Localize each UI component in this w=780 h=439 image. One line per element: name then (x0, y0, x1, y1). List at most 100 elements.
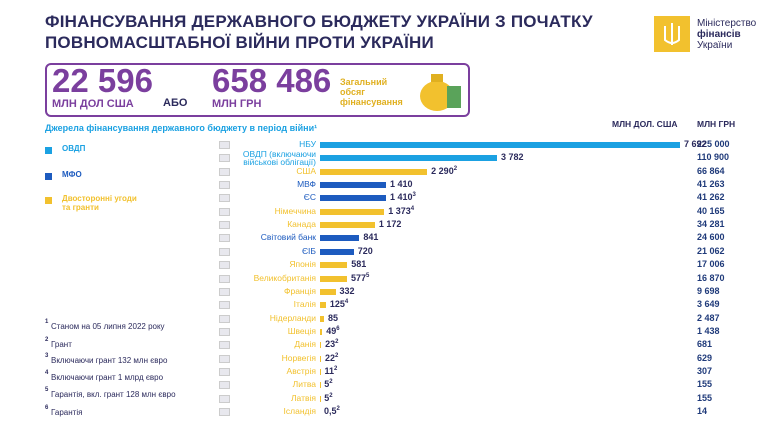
uah-value: 155 (697, 379, 713, 390)
footnote-text: Грант (51, 340, 72, 349)
category-label: Ісландія (283, 406, 316, 416)
footnote-ref: 2 (334, 365, 338, 372)
category-label: Великобританія (253, 272, 316, 283)
value-text: 1 373 (388, 205, 411, 216)
category-label: Данія (294, 339, 316, 350)
flag (219, 381, 230, 390)
flag (219, 287, 230, 296)
uah-value: 17 006 (697, 259, 725, 270)
money-icon (420, 74, 461, 111)
category-label: ЄС (303, 192, 316, 203)
value-label: 0,52 (324, 406, 340, 416)
uah-value: 66 864 (697, 165, 725, 176)
category-label: Швеція (287, 325, 316, 336)
category-label: Німеччина (274, 205, 316, 216)
subtitle: Джерела фінансування державного бюджету … (45, 123, 318, 133)
category-label: Норвегія (281, 352, 316, 363)
footnote-ref: 2 (336, 406, 340, 412)
footnote-mark: 2 (45, 337, 49, 343)
category-label: Франція (284, 285, 316, 296)
uah-value: 9 698 (697, 285, 720, 296)
value-label: 85 (327, 312, 338, 323)
bar (320, 142, 680, 148)
flag (219, 367, 230, 376)
legend-swatch (45, 173, 52, 180)
uah-value: 155 (697, 392, 713, 403)
flag (219, 221, 230, 230)
bar (320, 155, 497, 162)
bar (320, 275, 347, 282)
value-label: 1 3734 (388, 206, 414, 216)
category-label: Литва (292, 379, 316, 390)
uah-value: 41 263 (697, 179, 725, 190)
uah-value: 225 000 (697, 139, 730, 149)
footnote-text: Гарантія, вкл. грант 128 млн євро (51, 390, 176, 399)
uah-value: 16 870 (697, 272, 725, 283)
footnote-ref: 2 (329, 392, 333, 399)
value-label: 232 (325, 339, 338, 349)
footnote-text: Гарантія (51, 408, 83, 417)
flag (219, 394, 230, 403)
flag (219, 234, 230, 243)
uah-value: 24 600 (697, 232, 725, 243)
value-text: 23 (325, 339, 336, 350)
bar (320, 262, 348, 269)
category-label: Нідерланди (269, 312, 316, 323)
footnote-text: Станом на 05 липня 2022 року (51, 322, 165, 331)
uah-value: 2 487 (697, 312, 720, 323)
flag (219, 354, 230, 363)
bar (320, 288, 336, 295)
value-text: 11 (324, 365, 335, 376)
bar (320, 182, 386, 189)
footnote-mark: 6 (45, 405, 49, 411)
value-text: 22 (325, 352, 336, 363)
logo-text: фінансів (697, 29, 741, 40)
footnote-ref: 2 (453, 165, 458, 172)
value-label: 1 4103 (390, 192, 416, 202)
logo-text: Міністерство (697, 18, 757, 29)
footnote-ref: 4 (344, 299, 349, 306)
value-text: 0,5 (324, 406, 337, 416)
value-label: 7 692 (684, 139, 707, 149)
value-label: 2 2902 (431, 166, 457, 176)
or-text: АБО (163, 97, 188, 109)
totals-box (45, 63, 470, 117)
bar (320, 168, 428, 175)
flag (219, 327, 230, 336)
value-label: 332 (339, 285, 355, 296)
flag (219, 261, 230, 270)
value-label: 52 (324, 379, 332, 389)
value-text: 1 410 (389, 192, 413, 203)
value-text: 5 (324, 392, 330, 403)
flag (219, 301, 230, 310)
total-uah-unit: МЛН ГРН (212, 98, 262, 110)
flag (219, 274, 230, 283)
value-text: 2 290 (431, 165, 454, 176)
value-label: 581 (351, 259, 367, 270)
bar (320, 208, 385, 215)
footnote-text: Включаючи грант 1 млрд євро (51, 373, 164, 382)
footnote-ref: 5 (366, 272, 370, 279)
category-label: Канада (287, 219, 316, 230)
value-label: 52 (324, 393, 332, 403)
value-text: 577 (351, 272, 367, 283)
bar (320, 248, 354, 255)
category-label: МВФ (297, 179, 316, 190)
uah-value: 21 062 (697, 245, 725, 256)
uah-value: 40 165 (697, 205, 725, 216)
category-label: Австрія (286, 365, 316, 376)
flag (219, 141, 230, 149)
value-label: 1 410 (389, 179, 413, 190)
total-usd: 22 596 (52, 62, 153, 99)
total-uah: 658 486 (212, 62, 332, 99)
bar (320, 368, 321, 375)
uah-value: 307 (697, 365, 713, 376)
value-label: 3 782 (501, 152, 524, 163)
value-label: 1 172 (378, 219, 402, 230)
footnote-ref: 6 (336, 325, 340, 332)
value-label: 5775 (351, 273, 369, 283)
total-caption: Загальний обсяг фінансування (340, 77, 403, 107)
legend-label: ОВДП (62, 144, 86, 153)
uah-value: 34 281 (697, 219, 725, 230)
bar (320, 355, 322, 362)
